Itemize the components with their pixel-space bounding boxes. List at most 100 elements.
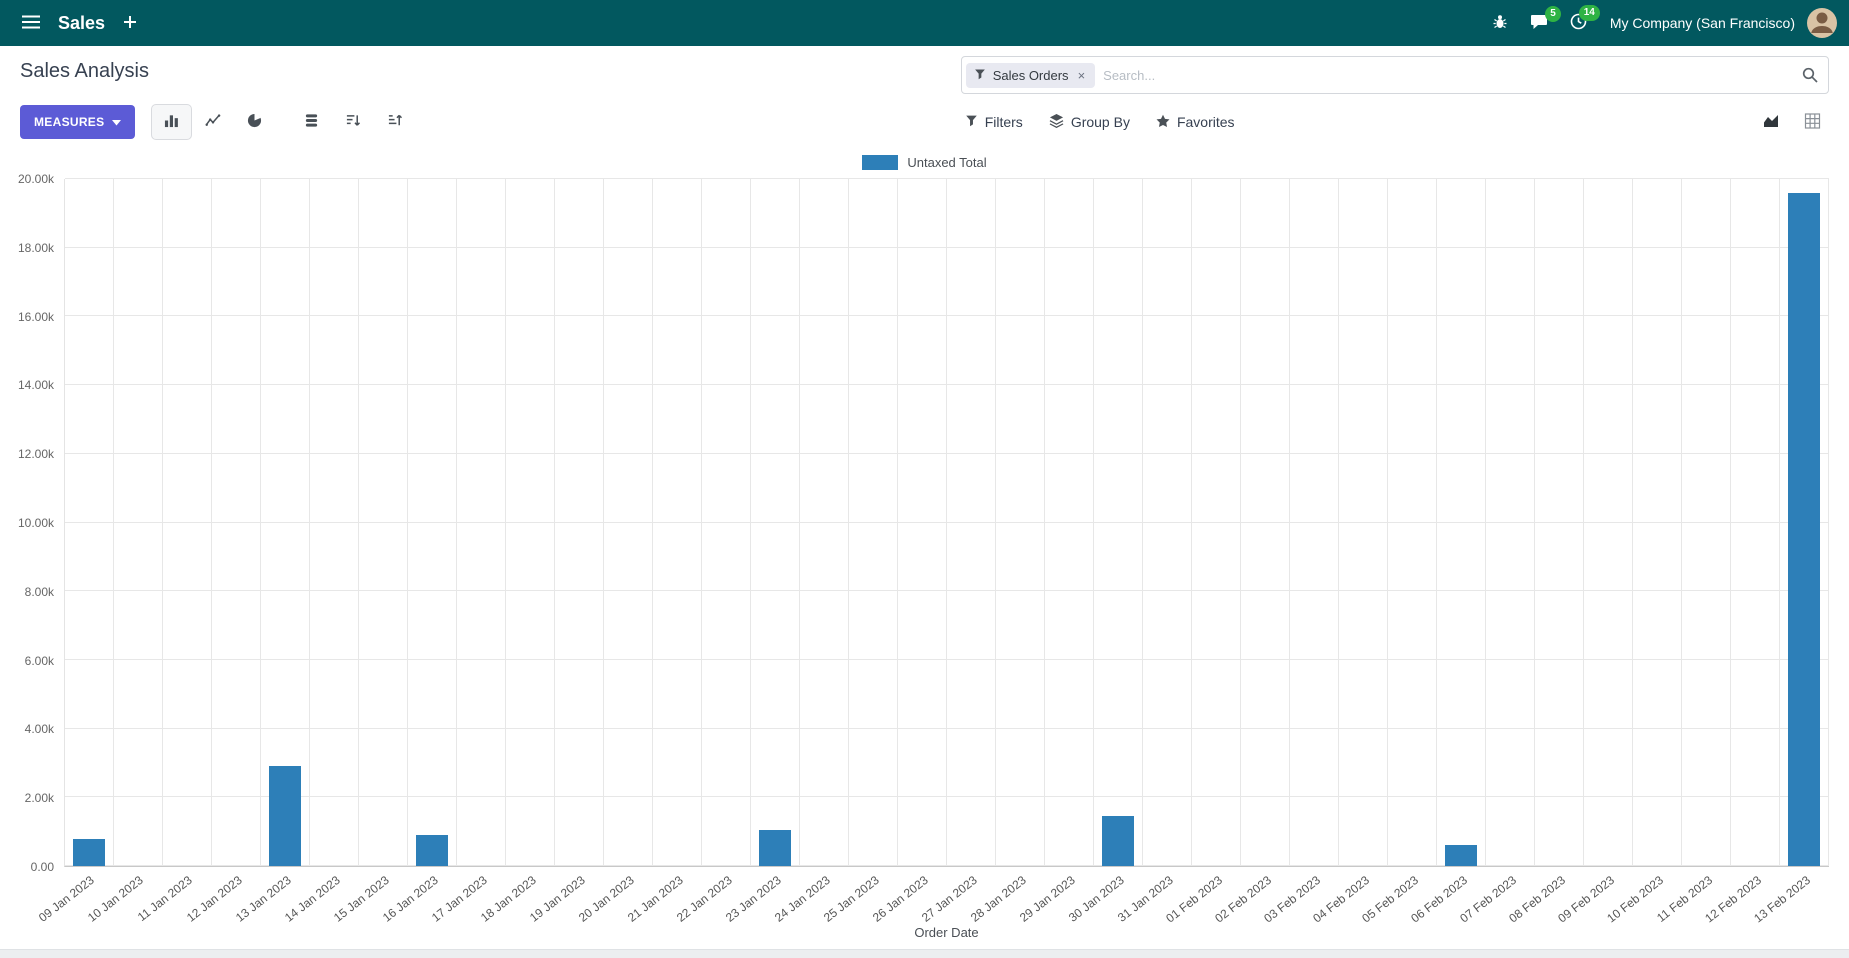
bar-chart-icon — [164, 113, 179, 131]
search-options: Filters Group By Favorites — [961, 113, 1235, 131]
chart-legend[interactable]: Untaxed Total — [0, 148, 1849, 179]
sort-ascending-button[interactable] — [374, 104, 416, 140]
group-by-button[interactable]: Group By — [1049, 113, 1130, 131]
chart-options — [291, 104, 416, 140]
y-tick-label: 0.00 — [30, 860, 54, 874]
x-axis-labels: 09 Jan 2023 10 Jan 2023 11 Jan 2023 12 Jan … — [36, 867, 1829, 926]
legend-label: Untaxed Total — [907, 155, 987, 170]
pie-chart-button[interactable] — [234, 104, 275, 140]
filters-button[interactable]: Filters — [965, 114, 1023, 130]
filter-funnel-icon — [974, 68, 986, 83]
grid-column — [1192, 179, 1241, 866]
company-switcher[interactable]: My Company (San Francisco) — [1609, 15, 1795, 31]
y-tick-label: 4.00k — [24, 722, 54, 737]
bar-23-jan-2023[interactable] — [759, 829, 791, 866]
grid-column — [212, 179, 261, 866]
grid-column — [506, 179, 555, 866]
filters-label: Filters — [984, 114, 1023, 130]
filters-funnel-icon — [965, 114, 978, 130]
messages-badge: 5 — [1545, 5, 1561, 22]
pivot-grid-icon — [1804, 112, 1821, 132]
y-tick-label: 16.00k — [17, 309, 54, 324]
y-tick-label: 20.00k — [17, 172, 54, 186]
search-input[interactable] — [1103, 67, 1794, 83]
pivot-view-button[interactable] — [1796, 107, 1829, 138]
messages-button[interactable]: 5 — [1519, 5, 1561, 41]
grid-column — [800, 179, 849, 866]
search-icon[interactable] — [1802, 67, 1818, 83]
activities-badge: 14 — [1578, 5, 1600, 21]
control-panel: Sales Analysis Sales Orders × MEASURES — [0, 46, 1849, 148]
grid-column — [1339, 179, 1388, 866]
grid-column — [1143, 179, 1192, 866]
sort-ascending-icon — [387, 113, 403, 131]
grid-column — [555, 179, 604, 866]
stacked-toggle-button[interactable] — [291, 104, 332, 140]
facet-remove-button[interactable]: × — [1077, 67, 1086, 83]
grid-column — [751, 179, 800, 866]
legend-swatch — [862, 155, 899, 170]
grid-column — [1633, 179, 1682, 866]
user-avatar[interactable] — [1807, 8, 1837, 38]
grid-column — [653, 179, 702, 866]
new-window-button[interactable] — [113, 7, 147, 40]
bar-chart-button[interactable] — [151, 104, 193, 140]
caret-down-icon — [112, 115, 122, 129]
grid-column — [1535, 179, 1584, 866]
y-tick-label: 10.00k — [17, 516, 54, 530]
bar-13-jan-2023[interactable] — [269, 766, 301, 866]
grid-column — [65, 179, 114, 866]
grid-column — [604, 179, 653, 866]
grid-column — [1388, 179, 1437, 866]
graph-view: Untaxed Total 0.00 2.00k 4.00k 6.00k 8.00k 10… — [0, 148, 1849, 949]
sort-descending-icon — [345, 113, 361, 131]
graph-view-button[interactable] — [1754, 107, 1788, 138]
layers-icon — [1049, 113, 1064, 131]
line-chart-icon — [205, 113, 221, 131]
grid-column — [1241, 179, 1290, 866]
search-facet-sales-orders[interactable]: Sales Orders × — [965, 62, 1096, 88]
grid-column — [163, 179, 212, 866]
debug-button[interactable] — [1481, 6, 1519, 41]
measures-button[interactable]: MEASURES — [20, 105, 136, 139]
chat-bubble-icon — [1530, 14, 1548, 33]
bar-09-jan-2023[interactable] — [73, 838, 105, 866]
bar-13-feb-2023[interactable] — [1788, 192, 1820, 866]
bar-06-feb-2023[interactable] — [1445, 844, 1477, 866]
bar-30-jan-2023[interactable] — [1102, 816, 1134, 866]
grid-column — [849, 179, 898, 866]
plus-icon — [123, 15, 137, 32]
grid-column — [114, 179, 163, 866]
view-switcher — [1754, 107, 1829, 138]
grid-column — [457, 179, 506, 866]
favorites-label: Favorites — [1176, 114, 1235, 130]
horizontal-scrollbar[interactable] — [0, 949, 1849, 958]
y-tick-label: 12.00k — [17, 447, 54, 462]
grid-column — [1094, 179, 1143, 866]
grid-column — [359, 179, 408, 866]
grid-column — [261, 179, 310, 866]
grid-column — [1731, 179, 1780, 866]
y-tick-label: 6.00k — [24, 653, 54, 668]
sort-descending-button[interactable] — [332, 104, 374, 140]
activities-button[interactable]: 14 — [1559, 5, 1600, 41]
clock-icon — [1570, 13, 1587, 33]
line-chart-button[interactable] — [192, 104, 234, 140]
y-tick-label: 18.00k — [17, 240, 54, 255]
favorites-button[interactable]: Favorites — [1156, 114, 1235, 131]
search-bar[interactable]: Sales Orders × — [960, 56, 1829, 94]
star-icon — [1156, 114, 1170, 131]
x-axis-title: Order Date — [914, 925, 979, 940]
bug-icon — [1492, 14, 1508, 33]
app-name[interactable]: Sales — [58, 12, 106, 33]
person-icon — [1809, 9, 1835, 38]
measures-button-label: MEASURES — [34, 115, 105, 129]
plot-area — [64, 178, 1829, 867]
apps-menu-button[interactable] — [12, 7, 50, 40]
y-tick-label: 8.00k — [24, 584, 54, 599]
bar-16-jan-2023[interactable] — [416, 835, 448, 866]
grid-column — [1437, 179, 1486, 866]
y-tick-label: 2.00k — [24, 791, 54, 806]
chart-type-switcher — [151, 104, 275, 140]
area-chart-icon — [1762, 113, 1780, 132]
